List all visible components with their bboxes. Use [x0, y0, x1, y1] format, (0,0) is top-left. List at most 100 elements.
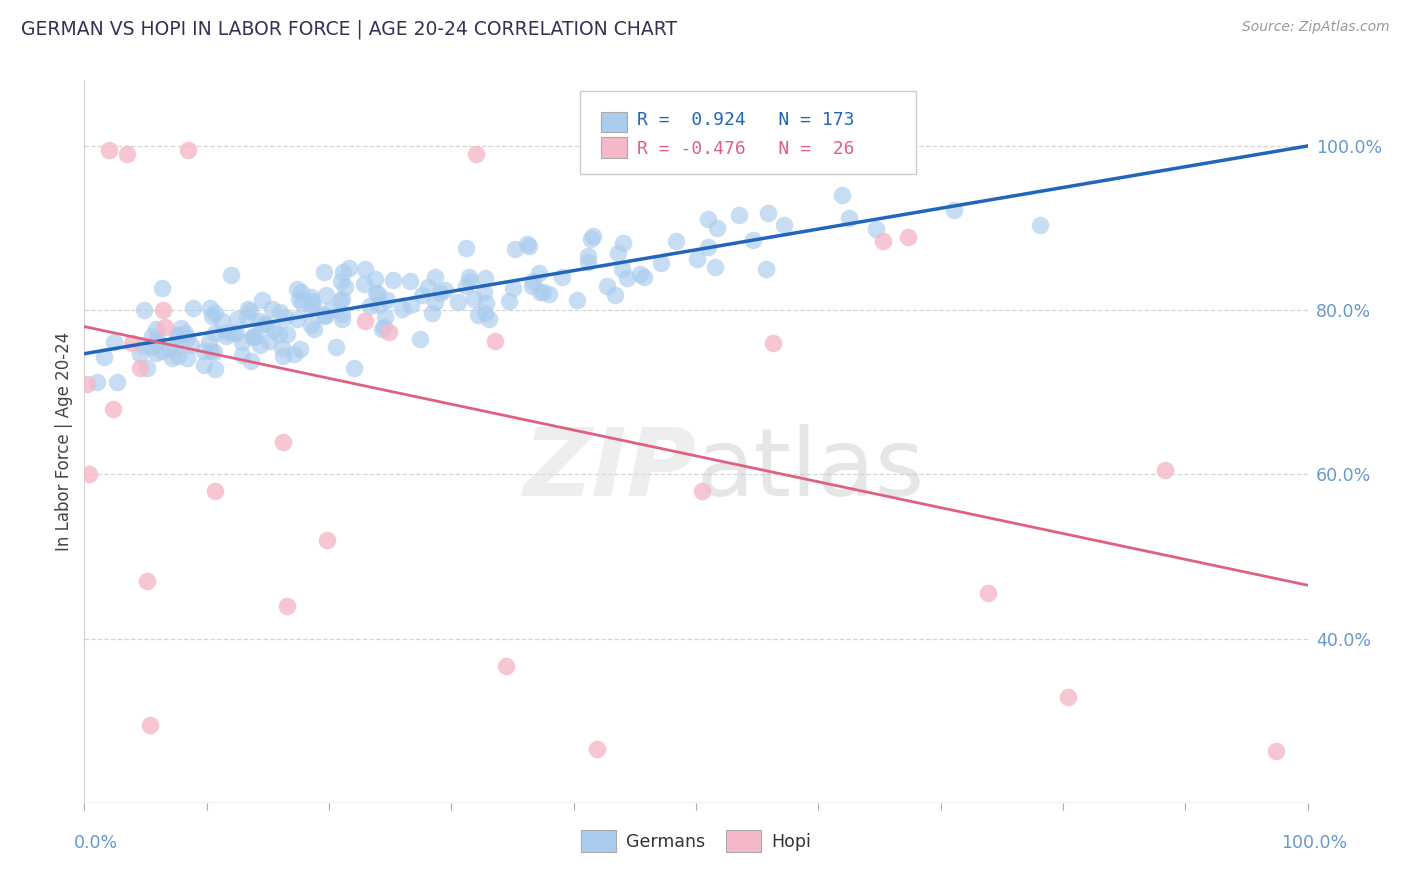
Point — [242, 330, 264, 344]
Point — [176, 331, 198, 345]
Point — [582, 228, 605, 243]
Point — [616, 271, 638, 285]
Point — [633, 269, 655, 284]
Point — [467, 308, 489, 322]
Point — [585, 742, 607, 756]
Point — [76, 377, 98, 392]
Point — [367, 286, 389, 301]
Point — [166, 328, 188, 343]
Point — [330, 312, 353, 326]
Point — [271, 434, 294, 449]
Point — [703, 260, 725, 275]
Point — [304, 322, 326, 336]
Point — [93, 350, 115, 364]
FancyBboxPatch shape — [600, 112, 627, 132]
Point — [128, 360, 150, 375]
Point — [86, 375, 108, 389]
Point — [204, 362, 226, 376]
Legend: Germans, Hopi: Germans, Hopi — [574, 823, 818, 859]
Point — [330, 274, 353, 288]
Point — [368, 298, 391, 312]
Point — [495, 659, 517, 673]
Point — [1153, 463, 1175, 477]
Point — [353, 314, 375, 328]
Point — [201, 309, 224, 323]
Point — [865, 221, 887, 235]
Point — [315, 288, 337, 302]
Point — [204, 326, 226, 340]
Point — [502, 281, 524, 295]
Point — [177, 143, 200, 157]
Point — [193, 358, 215, 372]
Point — [475, 295, 498, 310]
Point — [429, 286, 451, 301]
Point — [529, 285, 551, 299]
Point — [505, 242, 527, 256]
Point — [285, 282, 308, 296]
Point — [219, 268, 242, 283]
Point — [211, 314, 233, 328]
Point — [152, 303, 174, 318]
Text: R = -0.476   N =  26: R = -0.476 N = 26 — [637, 140, 855, 158]
Point — [262, 302, 284, 317]
Point — [141, 340, 163, 354]
Point — [977, 585, 1000, 599]
Point — [299, 318, 322, 332]
Point — [1265, 744, 1288, 758]
Point — [243, 328, 266, 343]
Point — [527, 266, 550, 280]
Point — [222, 326, 245, 341]
Point — [252, 293, 274, 307]
Point — [215, 329, 238, 343]
Point — [498, 293, 520, 308]
Point — [145, 322, 167, 336]
Point — [612, 236, 634, 251]
Point — [204, 306, 226, 320]
Point — [565, 293, 588, 307]
Point — [374, 310, 396, 324]
Point — [377, 325, 399, 339]
Point — [762, 335, 785, 350]
Point — [198, 301, 221, 316]
Point — [181, 301, 204, 315]
Point — [375, 293, 398, 308]
Point — [217, 326, 239, 340]
Point — [603, 288, 626, 302]
Point — [200, 343, 222, 358]
Point — [153, 319, 176, 334]
Point — [312, 308, 335, 322]
Point — [145, 335, 167, 350]
Point — [198, 335, 221, 350]
Point — [458, 274, 481, 288]
Point — [742, 233, 765, 247]
Point — [423, 270, 446, 285]
Point — [316, 533, 339, 547]
Point — [259, 334, 281, 348]
Point — [409, 332, 432, 346]
Point — [755, 262, 778, 277]
Point — [254, 317, 277, 331]
Point — [247, 314, 270, 328]
Point — [299, 301, 322, 316]
Text: atlas: atlas — [696, 425, 924, 516]
Point — [330, 293, 353, 307]
Point — [464, 147, 486, 161]
Point — [353, 262, 375, 277]
Text: 0.0%: 0.0% — [73, 834, 118, 852]
Point — [425, 294, 447, 309]
Point — [270, 341, 292, 355]
FancyBboxPatch shape — [600, 137, 627, 158]
Point — [312, 265, 335, 279]
Point — [236, 310, 259, 325]
Point — [343, 361, 366, 376]
Point — [366, 286, 388, 301]
Point — [897, 230, 920, 244]
Point — [458, 270, 481, 285]
Point — [610, 261, 633, 276]
Point — [145, 346, 167, 360]
Point — [337, 260, 360, 275]
Point — [193, 344, 215, 359]
Point — [202, 344, 225, 359]
Point — [318, 303, 340, 318]
Point — [838, 211, 860, 226]
